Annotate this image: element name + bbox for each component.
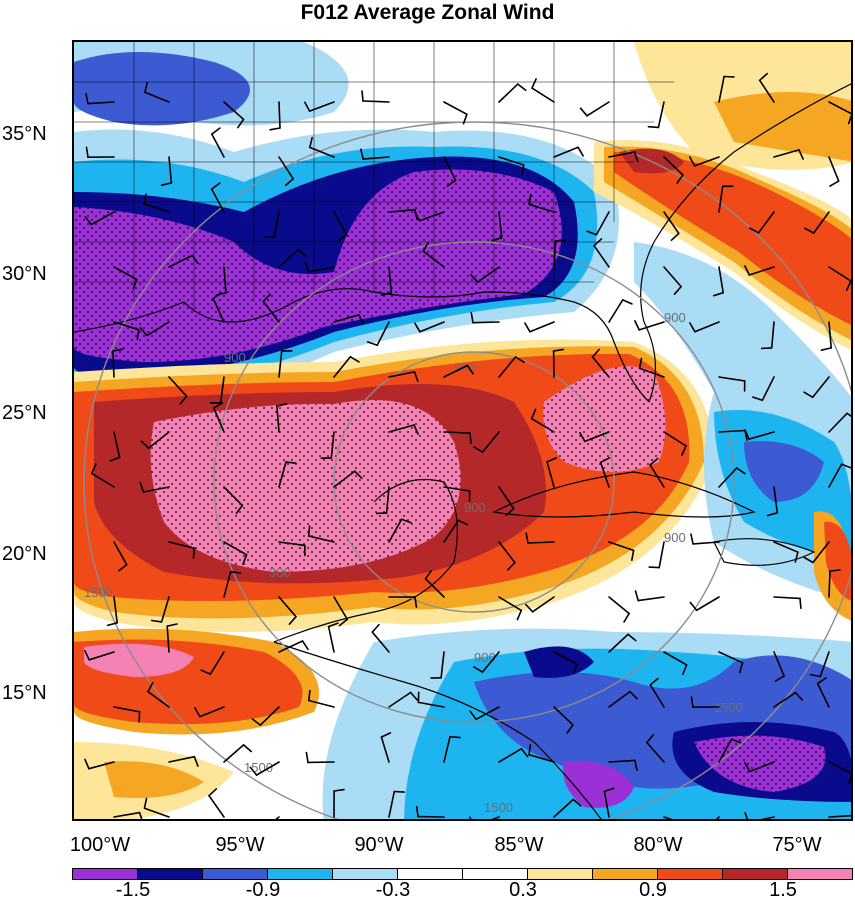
wind-barb-shaft (473, 322, 499, 323)
contour-label: 900 (224, 350, 246, 365)
wind-barb-shaft (528, 542, 554, 543)
lon-label-85w: 85°W (474, 834, 564, 856)
wind-barb-flag (193, 548, 194, 558)
colorbar-segment (528, 869, 593, 879)
colorbar-segment (203, 869, 268, 879)
zonal-wind-map: 900 900 900 900 900 900 1500 1500 1500 1… (74, 42, 853, 821)
lon-label-80w: 80°W (613, 834, 703, 856)
colorbar-label: -1.5 (103, 879, 163, 901)
lat-label-30n: 30°N (2, 263, 70, 285)
wind-barb-flag (309, 526, 310, 536)
colorbar-segment (463, 869, 528, 879)
wind-barb-flag (450, 737, 460, 738)
colorbar-label: -0.9 (233, 879, 293, 901)
wind-barb-shaft (279, 102, 280, 128)
colorbar-segment (723, 869, 788, 879)
wind-barb-flag (362, 91, 363, 101)
lon-label-90w: 90°W (334, 834, 424, 856)
colorbar-label: 0.9 (623, 879, 683, 901)
lon-label-100w: 100°W (55, 834, 145, 856)
contour-label: 900 (464, 500, 486, 515)
map-title: F012 Average Zonal Wind (0, 0, 855, 26)
contour-label: 1500 (484, 800, 513, 815)
colorbar (72, 868, 853, 880)
colorbar-segment (788, 869, 852, 879)
lat-label-25n: 25°N (2, 402, 70, 424)
wind-barb-shaft (829, 571, 830, 597)
wind-barb-flag (762, 348, 772, 349)
wind-barb-flag (648, 127, 658, 128)
contour-label: 900 (664, 310, 686, 325)
colorbar-label: -0.3 (363, 879, 423, 901)
wind-barb-shaft (363, 101, 389, 102)
wind-barb-flag (470, 433, 471, 443)
colorbar-segment (593, 869, 658, 879)
colorbar-label: 0.3 (493, 879, 553, 901)
lon-label-95w: 95°W (195, 834, 285, 856)
colorbar-segment (268, 869, 333, 879)
wind-barb-flag (800, 598, 801, 608)
map-panel: 900 900 900 900 900 900 1500 1500 1500 1… (72, 40, 853, 821)
contour-label: 900 (664, 530, 686, 545)
wind-barb-shaft (113, 351, 114, 377)
wind-barb-flag (649, 567, 659, 568)
lat-label-35n: 35°N (2, 123, 70, 145)
wind-barb-flag (264, 237, 274, 238)
wind-barb-flag (309, 691, 310, 701)
wind-barb-flag (556, 240, 566, 241)
colorbar-segment (398, 869, 463, 879)
colorbar-segment (658, 869, 723, 879)
lat-label-20n: 20°N (2, 543, 70, 565)
wind-barb-flag (724, 77, 734, 78)
colorbar-segment (138, 869, 203, 879)
lat-label-15n: 15°N (2, 682, 70, 704)
wind-barb-flag (830, 570, 840, 571)
colorbar-label: 1.5 (753, 879, 813, 901)
colorbar-segment (333, 869, 398, 879)
contour-label: 900 (474, 650, 496, 665)
contour-label: 1500 (84, 585, 113, 600)
wind-barb-flag (377, 513, 387, 514)
wind-barb-flag (394, 792, 404, 793)
wind-barb-flag (139, 712, 140, 722)
lon-label-75w: 75°W (752, 834, 842, 856)
colorbar-segment (73, 869, 138, 879)
contour-label: 300 (269, 565, 291, 580)
wind-barb-shaft (444, 432, 470, 433)
